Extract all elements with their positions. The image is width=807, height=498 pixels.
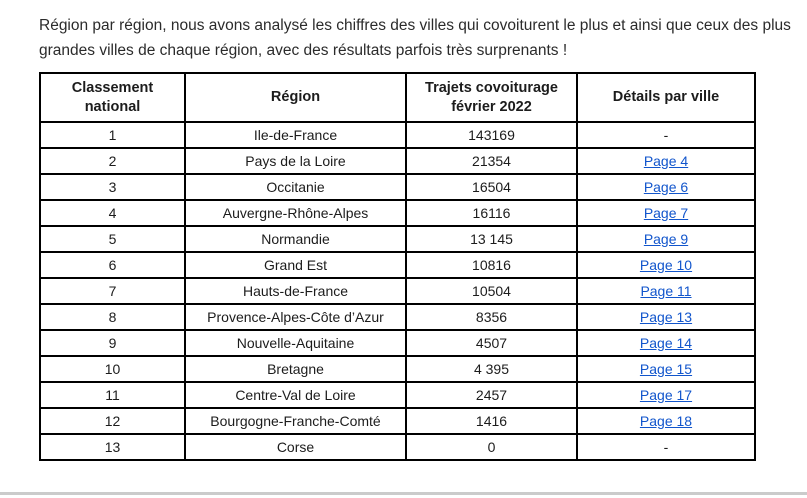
- rank-cell: 2: [39, 147, 186, 175]
- region-cell: Bourgogne-Franche-Comté: [184, 407, 407, 435]
- page-link[interactable]: Page 18: [639, 413, 693, 429]
- trips-cell: 4 395: [405, 355, 578, 383]
- details-cell: -: [576, 433, 756, 461]
- table-row: 1 Ile-de-France 143169 -: [39, 121, 756, 149]
- table-row: 9 Nouvelle-Aquitaine 4507 Page 14: [39, 329, 756, 357]
- table-row: 4 Auvergne-Rhône-Alpes 16116 Page 7: [39, 199, 756, 227]
- no-details-dash: -: [663, 439, 669, 455]
- rank-cell: 4: [39, 199, 186, 227]
- rank-cell: 13: [39, 433, 186, 461]
- rank-cell: 11: [39, 381, 186, 409]
- details-cell: Page 15: [576, 355, 756, 383]
- rank-cell: 10: [39, 355, 186, 383]
- page-link[interactable]: Page 15: [639, 361, 693, 377]
- trips-cell: 21354: [405, 147, 578, 175]
- region-cell: Hauts-de-France: [184, 277, 407, 305]
- page-link[interactable]: Page 11: [640, 283, 692, 299]
- details-cell: Page 13: [576, 303, 756, 331]
- page-link[interactable]: Page 10: [639, 257, 693, 273]
- trips-cell: 16116: [405, 199, 578, 227]
- trips-cell: 2457: [405, 381, 578, 409]
- col-header-trips: Trajets covoiturage février 2022: [405, 72, 578, 123]
- details-cell: -: [576, 121, 756, 149]
- details-cell: Page 9: [576, 225, 756, 253]
- trips-cell: 1416: [405, 407, 578, 435]
- col-header-details: Détails par ville: [576, 72, 756, 123]
- table-row: 6 Grand Est 10816 Page 10: [39, 251, 756, 279]
- region-cell: Bretagne: [184, 355, 407, 383]
- region-cell: Ile-de-France: [184, 121, 407, 149]
- table-row: 2 Pays de la Loire 21354 Page 4: [39, 147, 756, 175]
- trips-cell: 4507: [405, 329, 578, 357]
- header-row: Classement national Région Trajets covoi…: [39, 72, 756, 123]
- table-row: 3 Occitanie 16504 Page 6: [39, 173, 756, 201]
- region-cell: Provence-Alpes-Côte d’Azur: [184, 303, 407, 331]
- region-cell: Normandie: [184, 225, 407, 253]
- region-cell: Nouvelle-Aquitaine: [184, 329, 407, 357]
- page-link[interactable]: Page 6: [643, 179, 689, 195]
- details-cell: Page 14: [576, 329, 756, 357]
- rank-cell: 1: [39, 121, 186, 149]
- region-cell: Occitanie: [184, 173, 407, 201]
- region-cell: Corse: [184, 433, 407, 461]
- table-row: 12 Bourgogne-Franche-Comté 1416 Page 18: [39, 407, 756, 435]
- trips-cell: 0: [405, 433, 578, 461]
- region-cell: Pays de la Loire: [184, 147, 407, 175]
- trips-cell: 8356: [405, 303, 578, 331]
- page-link[interactable]: Page 14: [639, 335, 693, 351]
- table-row: 7 Hauts-de-France 10504 Page 11: [39, 277, 756, 305]
- rank-cell: 12: [39, 407, 186, 435]
- regions-table: Classement national Région Trajets covoi…: [39, 72, 756, 461]
- table-row: 13 Corse 0 -: [39, 433, 756, 461]
- table-row: 5 Normandie 13 145 Page 9: [39, 225, 756, 253]
- intro-text: Région par région, nous avons analysé le…: [39, 17, 791, 59]
- table-row: 11 Centre-Val de Loire 2457 Page 17: [39, 381, 756, 409]
- details-cell: Page 6: [576, 173, 756, 201]
- region-cell: Grand Est: [184, 251, 407, 279]
- document-page: Région par région, nous avons analysé le…: [39, 17, 791, 461]
- rank-cell: 5: [39, 225, 186, 253]
- page-link[interactable]: Page 17: [639, 387, 693, 403]
- details-cell: Page 4: [576, 147, 756, 175]
- page-edge-divider: [0, 492, 807, 495]
- page-link[interactable]: Page 9: [643, 231, 689, 247]
- no-details-dash: -: [663, 127, 669, 143]
- details-cell: Page 17: [576, 381, 756, 409]
- details-cell: Page 11: [576, 277, 756, 305]
- trips-cell: 143169: [405, 121, 578, 149]
- region-cell: Centre-Val de Loire: [184, 381, 407, 409]
- details-cell: Page 7: [576, 199, 756, 227]
- rank-cell: 9: [39, 329, 186, 357]
- trips-cell: 10504: [405, 277, 578, 305]
- page-link[interactable]: Page 4: [643, 153, 689, 169]
- trips-cell: 10816: [405, 251, 578, 279]
- col-header-region: Région: [184, 72, 407, 123]
- table-row: 8 Provence-Alpes-Côte d’Azur 8356 Page 13: [39, 303, 756, 331]
- page-link[interactable]: Page 13: [639, 309, 693, 325]
- rank-cell: 3: [39, 173, 186, 201]
- trips-cell: 16504: [405, 173, 578, 201]
- table-row: 10 Bretagne 4 395 Page 15: [39, 355, 756, 383]
- region-cell: Auvergne-Rhône-Alpes: [184, 199, 407, 227]
- details-cell: Page 18: [576, 407, 756, 435]
- rank-cell: 7: [39, 277, 186, 305]
- details-cell: Page 10: [576, 251, 756, 279]
- trips-cell: 13 145: [405, 225, 578, 253]
- rank-cell: 6: [39, 251, 186, 279]
- col-header-rank: Classement national: [39, 72, 186, 123]
- rank-cell: 8: [39, 303, 186, 331]
- table-body: 1 Ile-de-France 143169 - 2 Pays de la Loire 21…: [39, 121, 756, 461]
- page-link[interactable]: Page 7: [643, 205, 689, 221]
